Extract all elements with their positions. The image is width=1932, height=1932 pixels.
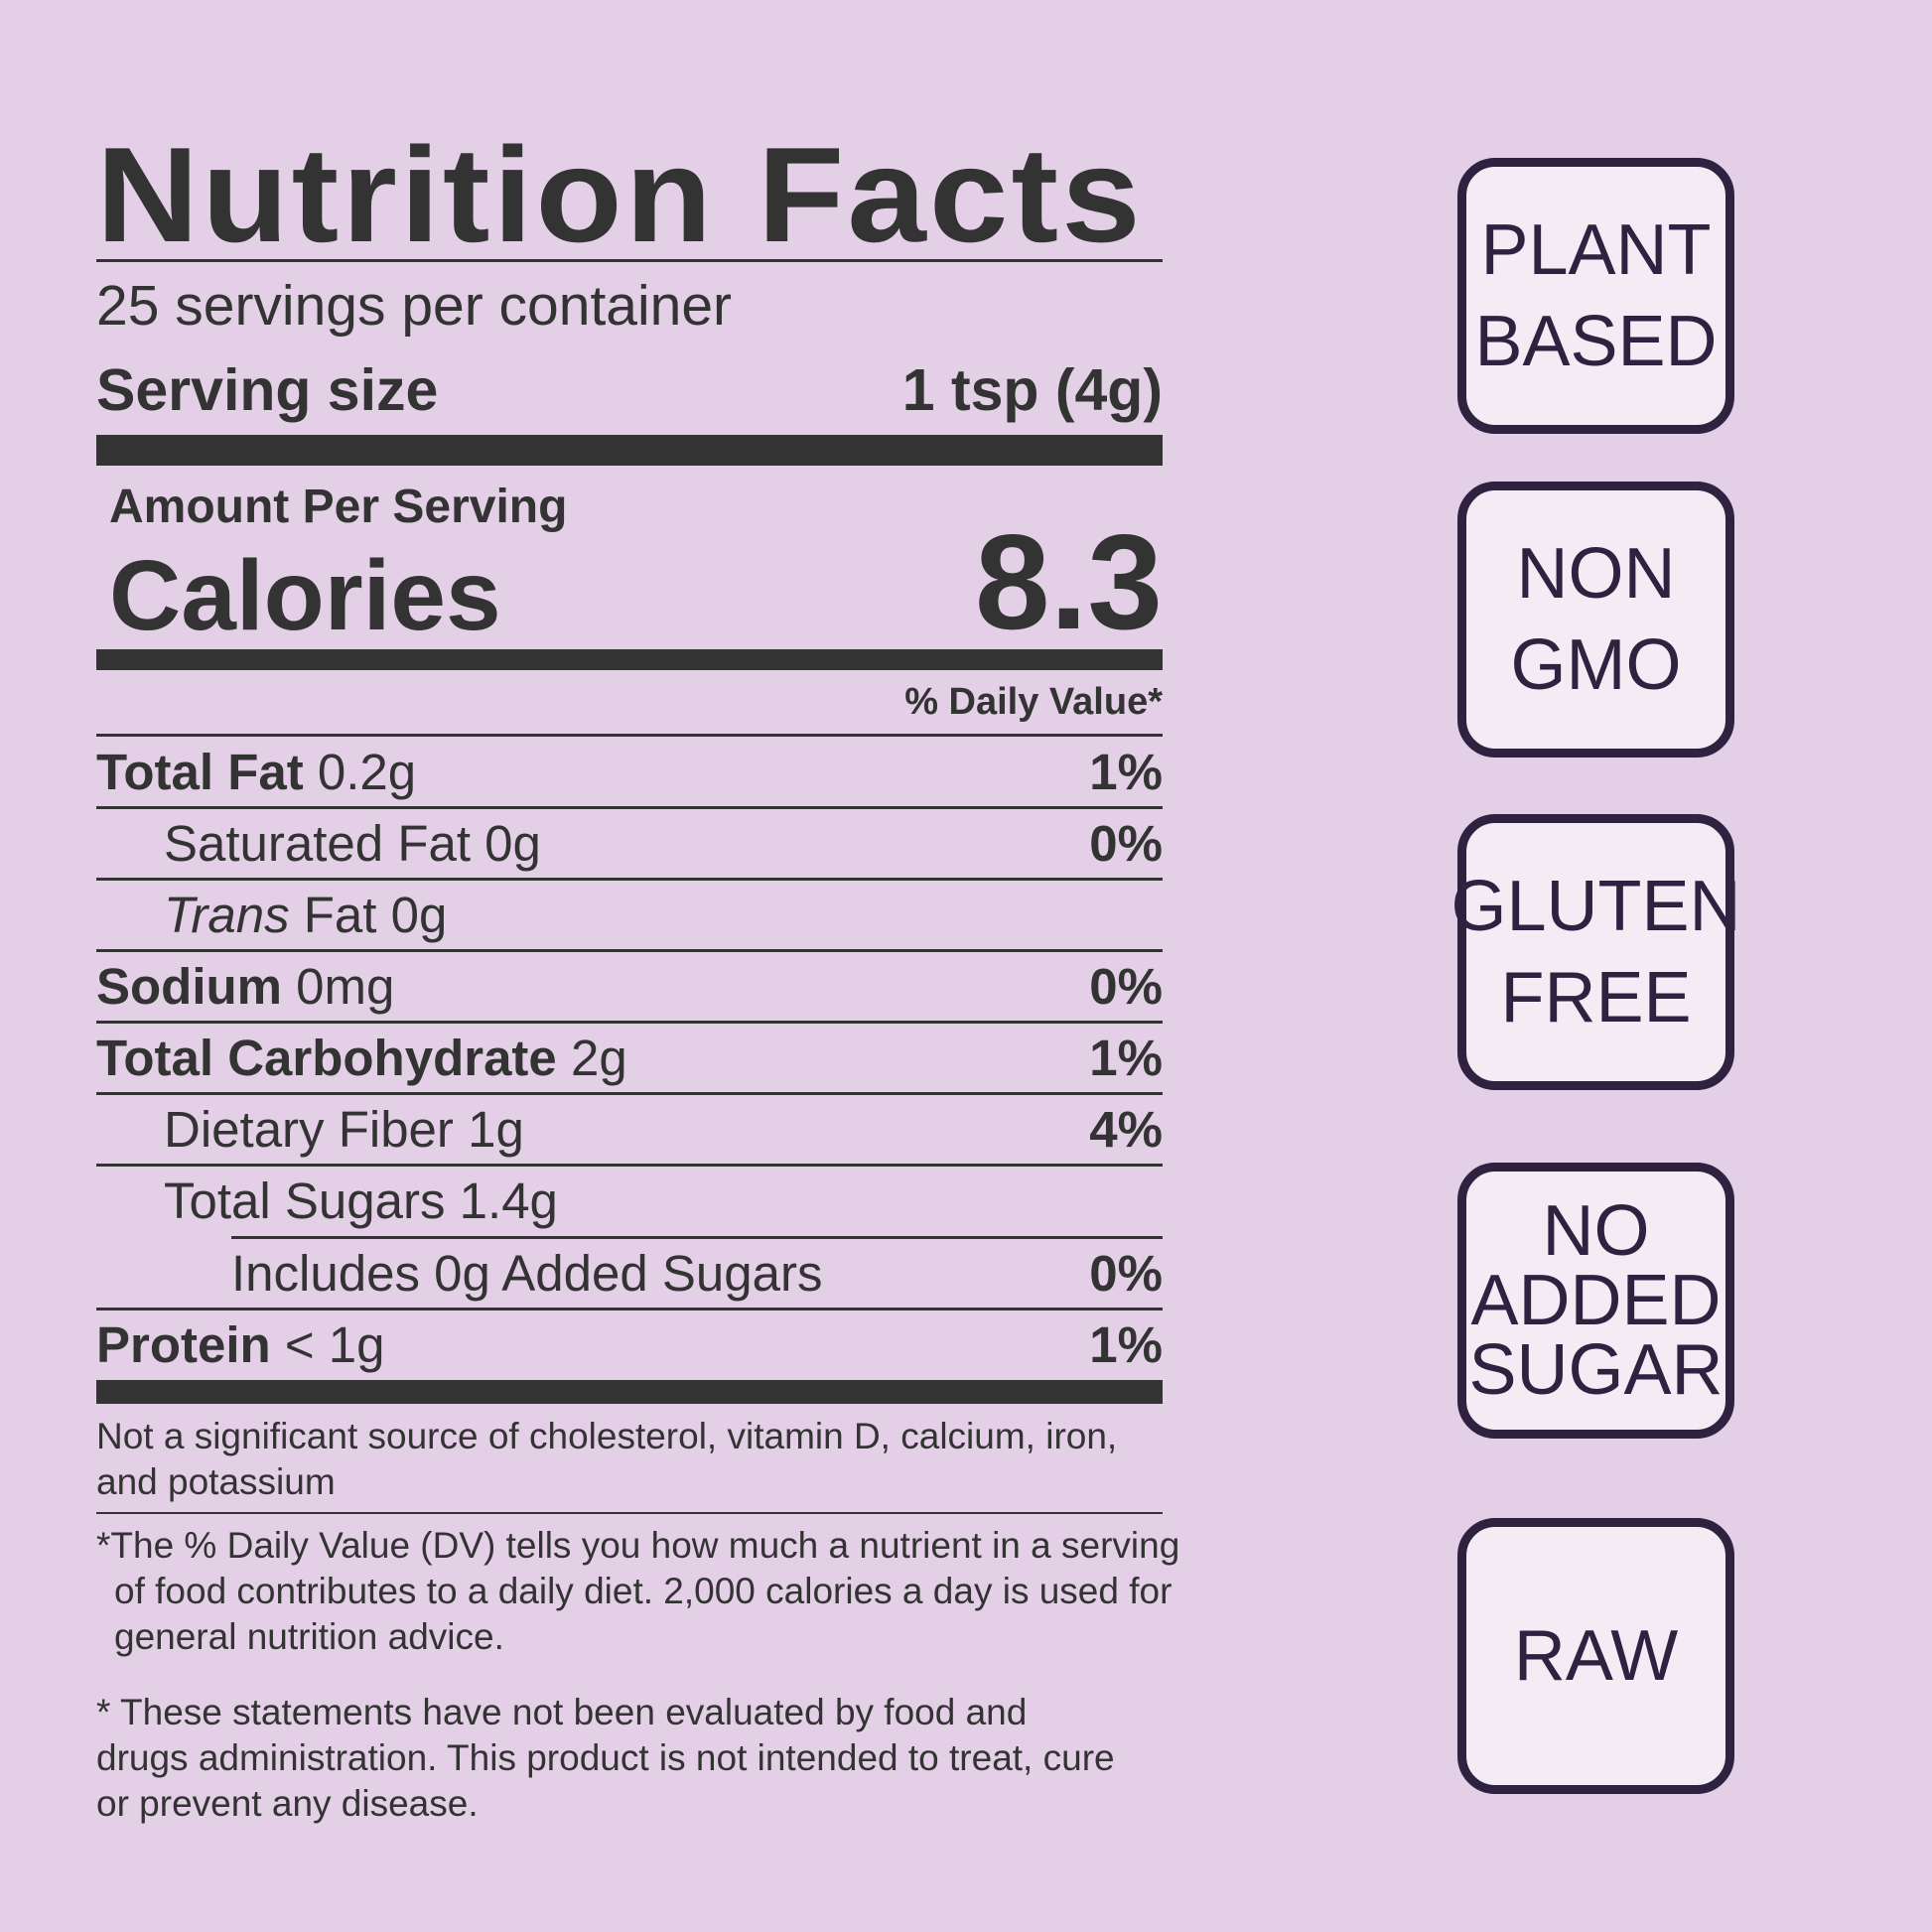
badge-plant-based: PLANT BASED [1457, 158, 1734, 434]
badge-text: NO [1542, 1191, 1650, 1271]
thick-divider [96, 649, 1163, 670]
nutrient-name: Sodium [96, 957, 282, 1015]
nutrient-row-trans-fat: Trans Fat 0g [96, 879, 1163, 950]
nutrient-row-total-carbohydrate: Total Carbohydrate 2g 1% [96, 1022, 1163, 1093]
badge-text: GMO [1510, 625, 1682, 705]
serving-size-value: 1 tsp (4g) [901, 357, 1163, 423]
divider [96, 949, 1163, 952]
nutrient-amount: 2g [556, 1029, 627, 1086]
divider [96, 1021, 1163, 1024]
badge-non-gmo: NON GMO [1457, 482, 1734, 758]
divider [96, 1308, 1163, 1311]
divider [96, 1092, 1163, 1095]
nutrient-name: Saturated Fat 0g [164, 814, 541, 872]
nutrient-name: Total Carbohydrate [96, 1029, 557, 1086]
nutrition-facts-title: Nutrition Facts [96, 119, 1144, 270]
badge-raw: RAW [1457, 1518, 1734, 1794]
divider [96, 806, 1163, 809]
nutrient-row-total-fat: Total Fat 0.2g 1% [96, 736, 1163, 807]
nutrient-dv: 0% [1089, 814, 1163, 872]
divider [96, 259, 1163, 262]
nutrient-row-protein: Protein < 1g 1% [96, 1309, 1163, 1380]
thick-divider [96, 435, 1163, 466]
nutrient-dv: 0% [1089, 957, 1163, 1015]
badge-text: RAW [1513, 1616, 1679, 1696]
serving-size-row: Serving size 1 tsp (4g) [96, 361, 1163, 420]
badge-gluten-free: GLUTEN FREE [1450, 814, 1741, 1090]
divider [96, 878, 1163, 881]
nutrient-amount: 0mg [282, 957, 395, 1015]
nutrient-dv: 1% [1089, 1029, 1163, 1086]
nutrient-amount: < 1g [270, 1315, 385, 1373]
badge-text: NON [1516, 534, 1676, 614]
nutrient-name: Dietary Fiber 1g [164, 1100, 524, 1158]
servings-per-container: 25 servings per container [96, 274, 733, 338]
nutrient-name: Total Sugars 1.4g [164, 1172, 558, 1229]
nutrient-amount: 0.2g [303, 743, 417, 800]
nutrient-name: Total Fat [96, 743, 304, 800]
badge-text: SUGAR [1468, 1330, 1724, 1410]
nutrient-dv: 1% [1089, 1315, 1163, 1373]
divider [96, 734, 1163, 737]
badge-no-added-sugar: NO ADDED SUGAR [1457, 1163, 1734, 1439]
divider [96, 1512, 1163, 1514]
nutrient-dv: 4% [1089, 1100, 1163, 1158]
badge-text: FREE [1500, 958, 1692, 1037]
badge-text: PLANT [1480, 210, 1712, 290]
daily-value-footnote: *The % Daily Value (DV) tells you how mu… [96, 1525, 1180, 1657]
badge-text: ADDED [1470, 1261, 1722, 1340]
badge-text: GLUTEN [1450, 867, 1741, 946]
nutrient-row-dietary-fiber: Dietary Fiber 1g 4% [96, 1093, 1163, 1165]
fda-disclaimer: * These statements have not been evaluat… [96, 1692, 1115, 1824]
nutrient-row-saturated-fat: Saturated Fat 0g 0% [96, 807, 1163, 879]
thick-divider [96, 1380, 1163, 1404]
nutrient-row-sodium: Sodium 0mg 0% [96, 950, 1163, 1022]
serving-size-label: Serving size [96, 357, 439, 423]
nutrient-row-added-sugars: Includes 0g Added Sugars 0% [96, 1237, 1163, 1309]
badge-text: BASED [1474, 302, 1718, 381]
calories-label: Calories [109, 540, 501, 651]
nutrient-name: Trans [164, 886, 290, 943]
nutrient-dv: 1% [1089, 743, 1163, 800]
nutrient-name: Includes 0g Added Sugars [231, 1244, 823, 1302]
nutrient-amount: Fat 0g [289, 886, 448, 943]
daily-value-header: % Daily Value* [904, 681, 1163, 723]
nutrient-name: Protein [96, 1315, 271, 1373]
nutrient-dv: 0% [1089, 1244, 1163, 1302]
amount-per-serving: Amount Per Serving [109, 481, 568, 533]
divider [231, 1236, 1163, 1239]
not-significant-note: Not a significant source of cholesterol,… [96, 1416, 1118, 1502]
calories-value: 8.3 [974, 506, 1163, 657]
nutrient-row-total-sugars: Total Sugars 1.4g [96, 1165, 1163, 1236]
divider [96, 1164, 1163, 1167]
